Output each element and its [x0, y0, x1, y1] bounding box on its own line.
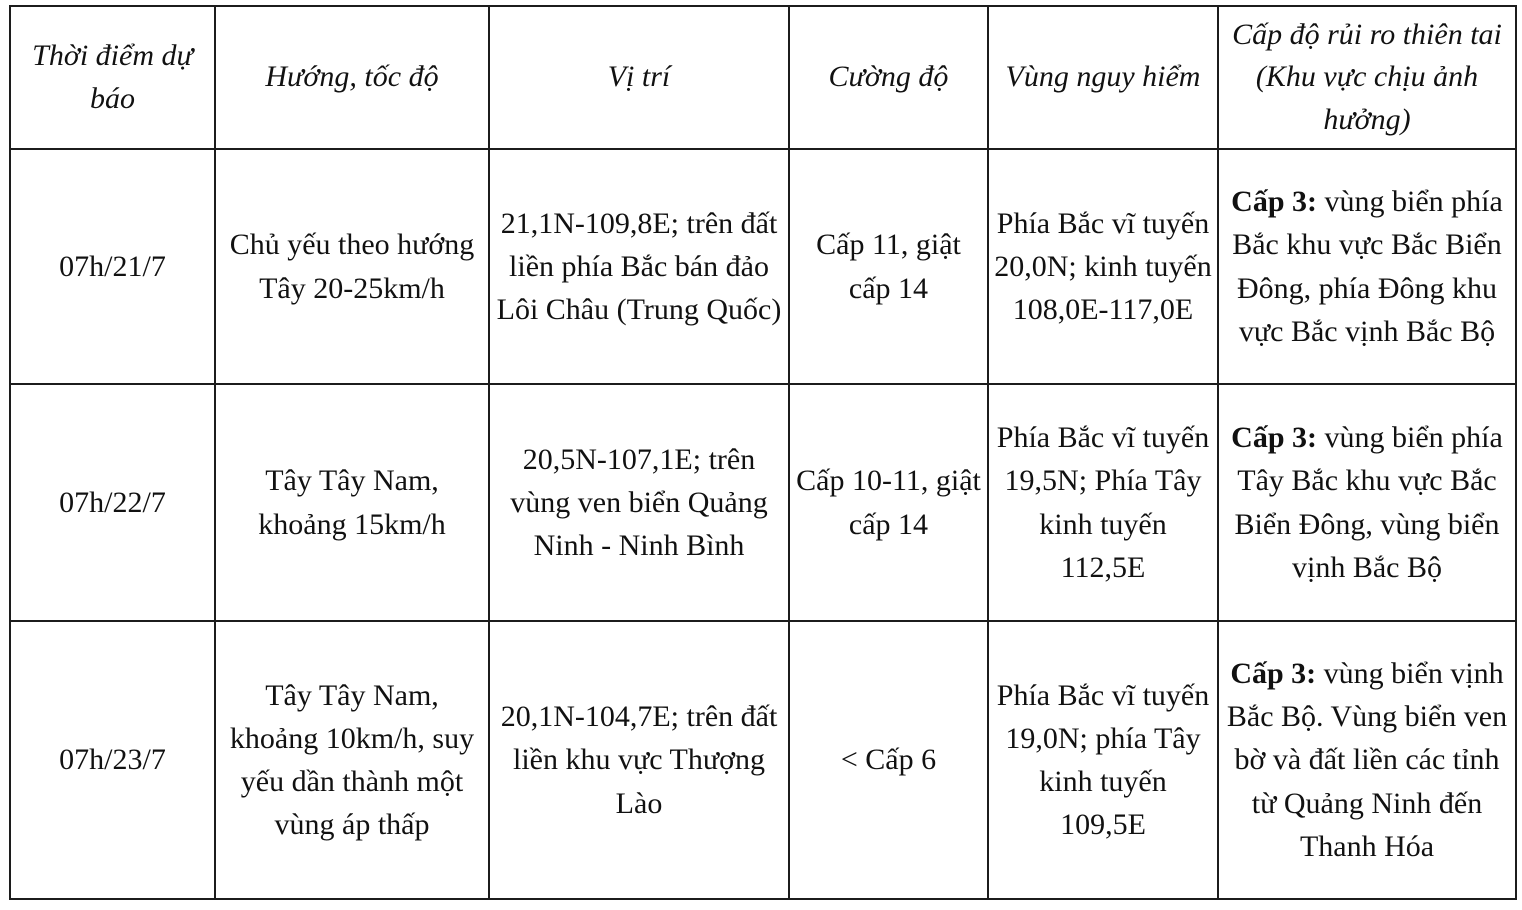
header-danger-zone: Vùng nguy hiểm	[987, 5, 1219, 150]
cell-direction-speed: Tây Tây Nam, khoảng 10km/h, suy yếu dần …	[214, 620, 490, 900]
cell-position: 20,5N-107,1E; trên vùng ven biển Quảng N…	[488, 383, 790, 622]
risk-level-text: vùng biển phía Bắc khu vực Bắc Biển Đông…	[1232, 185, 1503, 348]
header-intensity: Cường độ	[788, 5, 989, 150]
header-position: Vị trí	[488, 5, 790, 150]
cell-danger-zone: Phía Bắc vĩ tuyến 19,5N; Phía Tây kinh t…	[987, 383, 1219, 622]
cell-danger-zone: Phía Bắc vĩ tuyến 20,0N; kinh tuyến 108,…	[987, 148, 1219, 385]
cell-intensity: Cấp 11, giật cấp 14	[788, 148, 989, 385]
cell-forecast-time: 07h/21/7	[9, 148, 216, 385]
cell-position: 21,1N-109,8E; trên đất liền phía Bắc bán…	[488, 148, 790, 385]
cell-direction-speed: Tây Tây Nam, khoảng 15km/h	[214, 383, 490, 622]
table-row: 07h/21/7 Chủ yếu theo hướng Tây 20-25km/…	[9, 148, 1517, 385]
header-risk-level: Cấp độ rủi ro thiên tai (Khu vực chịu ản…	[1217, 5, 1517, 150]
risk-level-text: vùng biển vịnh Bắc Bộ. Vùng biển ven bờ …	[1226, 657, 1508, 863]
table-row: 07h/23/7 Tây Tây Nam, khoảng 10km/h, suy…	[9, 620, 1517, 900]
cell-forecast-time: 07h/22/7	[9, 383, 216, 622]
risk-level-text: vùng biển phía Tây Bắc khu vực Bắc Biển …	[1234, 421, 1503, 584]
typhoon-forecast-table: Thời điểm dự báo Hướng, tốc độ Vị trí Cư…	[9, 5, 1517, 900]
cell-danger-zone: Phía Bắc vĩ tuyến 19,0N; phía Tây kinh t…	[987, 620, 1219, 900]
header-forecast-time: Thời điểm dự báo	[9, 5, 216, 150]
risk-level-label: Cấp 3:	[1230, 657, 1317, 691]
cell-position: 20,1N-104,7E; trên đất liền khu vực Thượ…	[488, 620, 790, 900]
cell-forecast-time: 07h/23/7	[9, 620, 216, 900]
risk-level-label: Cấp 3:	[1231, 185, 1318, 219]
cell-direction-speed: Chủ yếu theo hướng Tây 20-25km/h	[214, 148, 490, 385]
cell-risk-level: Cấp 3: vùng biển phía Tây Bắc khu vực Bắ…	[1217, 383, 1517, 622]
table-header-row: Thời điểm dự báo Hướng, tốc độ Vị trí Cư…	[9, 5, 1517, 150]
header-direction-speed: Hướng, tốc độ	[214, 5, 490, 150]
cell-intensity: Cấp 10-11, giật cấp 14	[788, 383, 989, 622]
cell-risk-level: Cấp 3: vùng biển phía Bắc khu vực Bắc Bi…	[1217, 148, 1517, 385]
risk-level-label: Cấp 3:	[1231, 421, 1318, 455]
cell-intensity: < Cấp 6	[788, 620, 989, 900]
table-row: 07h/22/7 Tây Tây Nam, khoảng 15km/h 20,5…	[9, 383, 1517, 622]
cell-risk-level: Cấp 3: vùng biển vịnh Bắc Bộ. Vùng biển …	[1217, 620, 1517, 900]
